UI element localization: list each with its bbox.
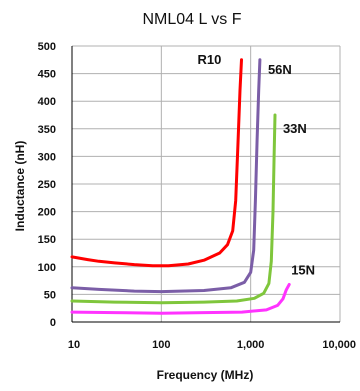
y-axis-label: Inductance (nH) <box>13 141 27 232</box>
y-tick-label: 500 <box>38 41 56 53</box>
y-tick-label: 50 <box>44 289 56 301</box>
series-line-15n <box>70 283 291 315</box>
y-tick-label: 150 <box>38 234 56 246</box>
y-tick-label: 0 <box>50 317 56 329</box>
x-tick-label: 10 <box>68 339 80 351</box>
series-line-r10 <box>70 58 243 268</box>
y-tick-label: 400 <box>38 96 56 108</box>
series-lines <box>70 58 291 315</box>
y-tick-label: 100 <box>38 262 56 274</box>
x-axis-label: Frequency (MHz) <box>157 368 254 382</box>
series-label-r10: R10 <box>198 52 222 67</box>
x-tick-label: 1,000 <box>237 339 265 351</box>
series-label-56n: 56N <box>268 62 292 77</box>
y-tick-labels: 0 50 100 150 200 250 300 350 400 450 500 <box>38 41 56 329</box>
y-tick-label: 200 <box>38 207 56 219</box>
x-tick-label: 10,000 <box>322 339 356 351</box>
grid <box>72 45 341 322</box>
series-line-56n <box>70 58 262 294</box>
y-tick-label: 250 <box>38 179 56 191</box>
x-tick-labels: 10 100 1,000 10,000 <box>68 339 356 351</box>
series-line-33n <box>70 113 277 305</box>
y-tick-label: 300 <box>38 151 56 163</box>
series-label-15n: 15N <box>291 262 315 277</box>
chart-title: NML04 L vs F <box>143 11 242 28</box>
series-labels: R10 56N 33N 15N <box>198 52 316 278</box>
series-label-33n: 33N <box>283 121 307 136</box>
y-tick-label: 450 <box>38 69 56 81</box>
x-tick-label: 100 <box>152 339 170 351</box>
y-tick-label: 350 <box>38 124 56 136</box>
